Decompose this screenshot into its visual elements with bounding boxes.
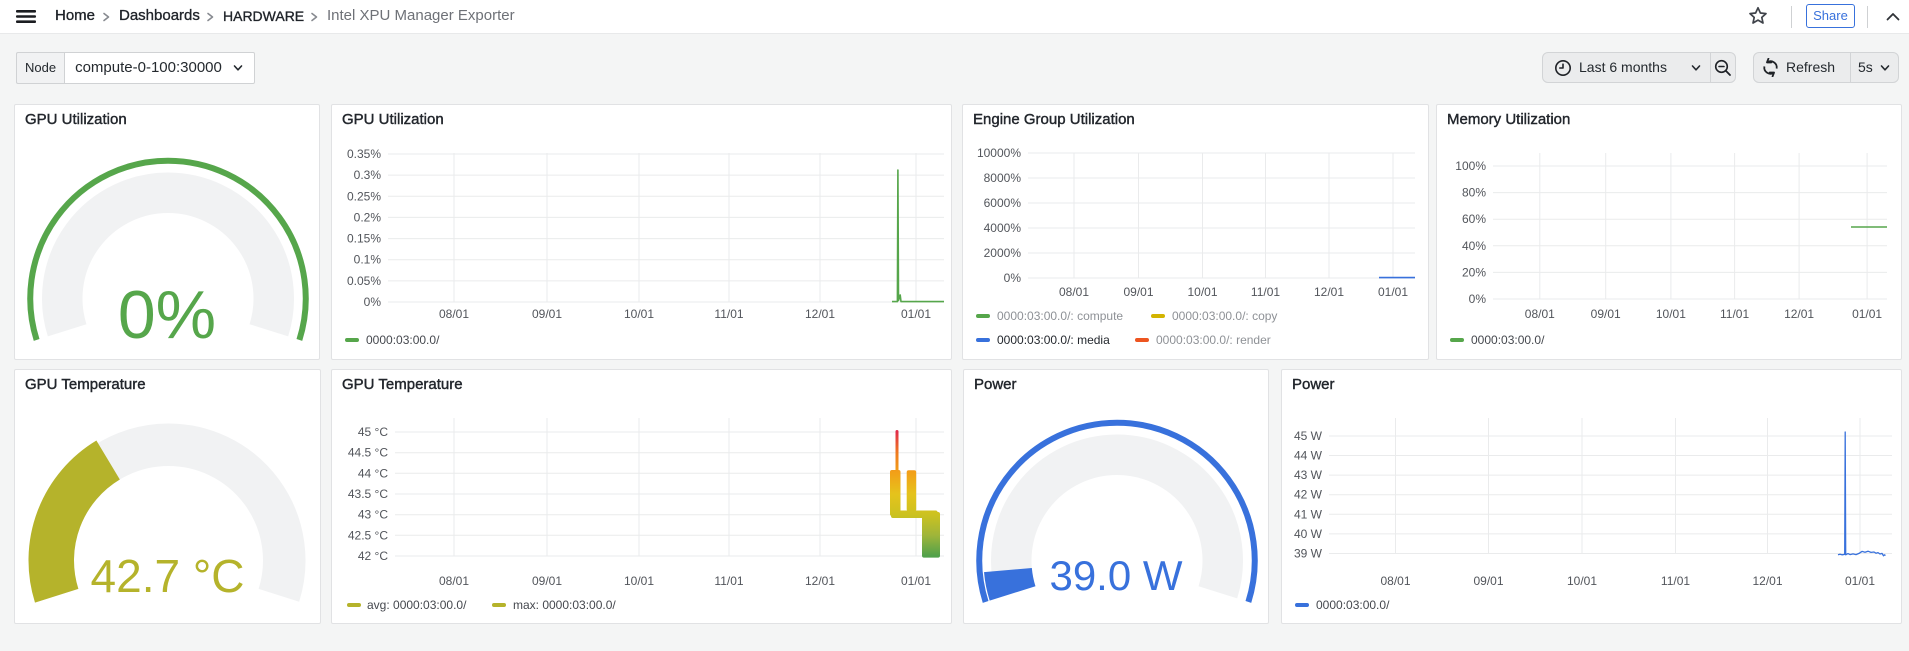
svg-text:08/01: 08/01 xyxy=(1059,285,1089,299)
svg-text:80%: 80% xyxy=(1462,186,1486,200)
svg-text:01/01: 01/01 xyxy=(901,574,931,588)
svg-text:10/01: 10/01 xyxy=(1656,307,1686,321)
svg-text:42.5 °C: 42.5 °C xyxy=(348,528,388,542)
svg-text:40%: 40% xyxy=(1462,239,1486,253)
svg-text:01/01: 01/01 xyxy=(1852,307,1882,321)
svg-text:43 °C: 43 °C xyxy=(358,508,388,522)
svg-text:39 W: 39 W xyxy=(1294,547,1323,561)
svg-text:10/01: 10/01 xyxy=(624,574,654,588)
svg-text:10/01: 10/01 xyxy=(1567,574,1597,588)
svg-text:12/01: 12/01 xyxy=(1784,307,1814,321)
svg-text:09/01: 09/01 xyxy=(1473,574,1503,588)
svg-text:8000%: 8000% xyxy=(984,171,1022,185)
svg-text:0.25%: 0.25% xyxy=(347,189,381,203)
svg-text:44 W: 44 W xyxy=(1294,449,1323,463)
svg-text:0%: 0% xyxy=(364,295,382,309)
svg-text:0.35%: 0.35% xyxy=(347,147,381,161)
svg-text:0.15%: 0.15% xyxy=(347,232,381,246)
svg-text:10000%: 10000% xyxy=(977,146,1021,160)
svg-text:08/01: 08/01 xyxy=(1380,574,1410,588)
svg-text:10/01: 10/01 xyxy=(624,307,654,321)
svg-text:44.5 °C: 44.5 °C xyxy=(348,446,388,460)
svg-text:11/01: 11/01 xyxy=(1251,285,1280,299)
svg-text:43 W: 43 W xyxy=(1294,468,1323,482)
svg-text:0.1%: 0.1% xyxy=(354,253,382,267)
svg-text:08/01: 08/01 xyxy=(1525,307,1555,321)
svg-text:12/01: 12/01 xyxy=(805,307,835,321)
svg-text:100%: 100% xyxy=(1455,159,1486,173)
svg-text:42 W: 42 W xyxy=(1294,488,1323,502)
svg-text:01/01: 01/01 xyxy=(1845,574,1875,588)
svg-text:11/01: 11/01 xyxy=(714,307,743,321)
svg-text:0%: 0% xyxy=(1469,292,1487,306)
svg-text:01/01: 01/01 xyxy=(1378,285,1408,299)
svg-text:44 °C: 44 °C xyxy=(358,466,388,480)
svg-text:42 °C: 42 °C xyxy=(358,549,388,563)
svg-text:60%: 60% xyxy=(1462,212,1486,226)
svg-text:11/01: 11/01 xyxy=(1720,307,1749,321)
svg-text:09/01: 09/01 xyxy=(1123,285,1153,299)
svg-text:12/01: 12/01 xyxy=(805,574,835,588)
svg-text:6000%: 6000% xyxy=(984,196,1022,210)
svg-text:08/01: 08/01 xyxy=(439,574,469,588)
svg-text:45 W: 45 W xyxy=(1294,429,1323,443)
svg-text:20%: 20% xyxy=(1462,265,1486,279)
svg-text:09/01: 09/01 xyxy=(532,307,562,321)
svg-text:40 W: 40 W xyxy=(1294,527,1323,541)
svg-text:08/01: 08/01 xyxy=(439,307,469,321)
svg-text:43.5 °C: 43.5 °C xyxy=(348,487,388,501)
svg-text:41 W: 41 W xyxy=(1294,507,1323,521)
svg-text:0.3%: 0.3% xyxy=(354,168,382,182)
svg-text:11/01: 11/01 xyxy=(1661,574,1690,588)
svg-text:11/01: 11/01 xyxy=(714,574,743,588)
svg-text:10/01: 10/01 xyxy=(1187,285,1217,299)
svg-text:45 °C: 45 °C xyxy=(358,425,388,439)
svg-text:0.05%: 0.05% xyxy=(347,274,381,288)
svg-text:09/01: 09/01 xyxy=(532,574,562,588)
svg-text:2000%: 2000% xyxy=(984,246,1022,260)
svg-text:12/01: 12/01 xyxy=(1314,285,1344,299)
svg-text:4000%: 4000% xyxy=(984,221,1022,235)
svg-text:12/01: 12/01 xyxy=(1752,574,1782,588)
svg-text:01/01: 01/01 xyxy=(901,307,931,321)
svg-text:0%: 0% xyxy=(1004,271,1022,285)
svg-text:0.2%: 0.2% xyxy=(354,210,382,224)
svg-text:09/01: 09/01 xyxy=(1591,307,1621,321)
